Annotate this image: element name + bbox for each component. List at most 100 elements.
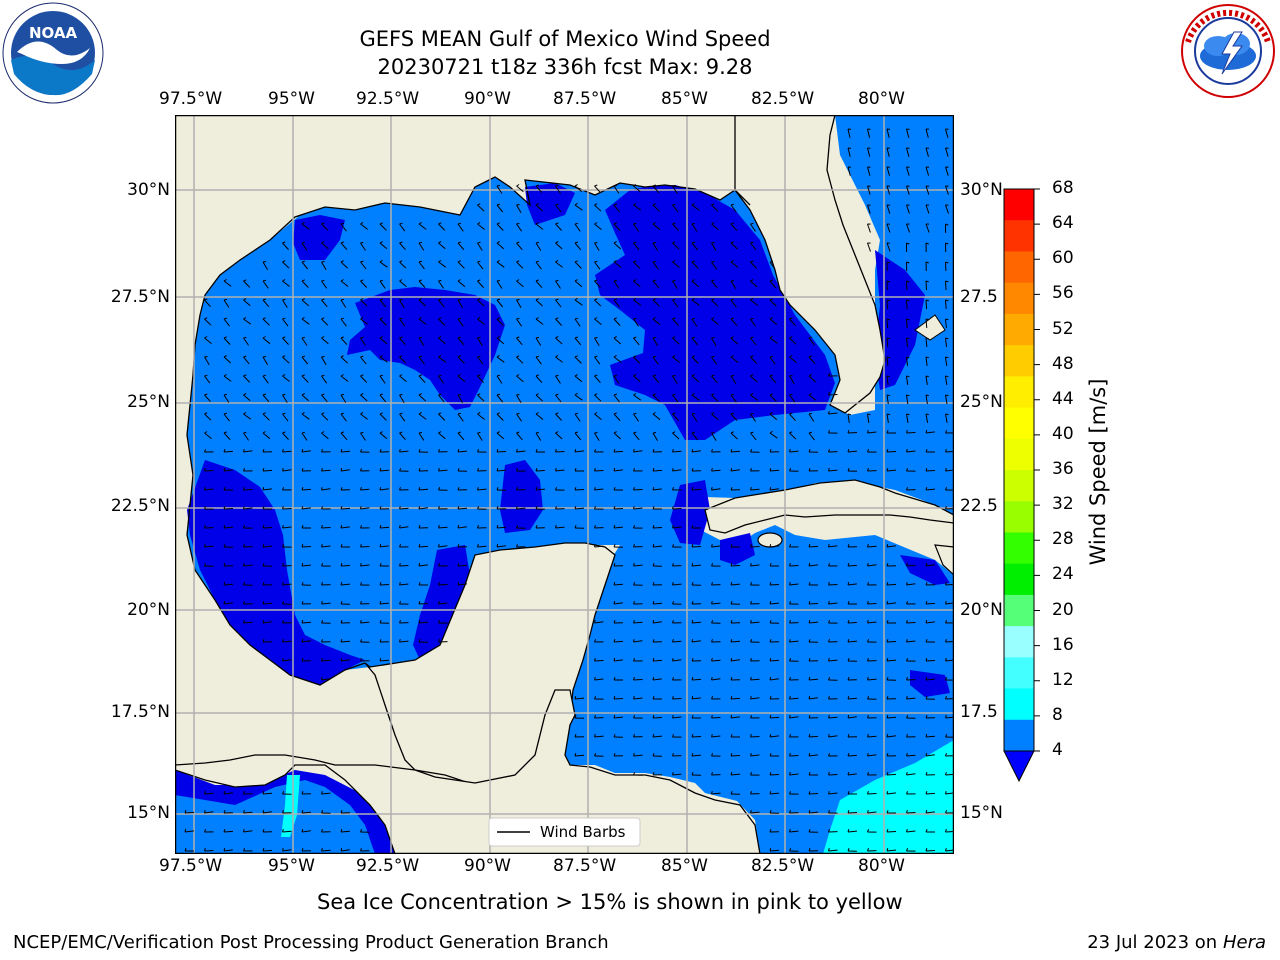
wind-barb [555,394,562,403]
wind-barb-flag [808,791,811,795]
wind-barb [516,507,526,510]
wind-barb [867,223,871,233]
wind-barb [223,450,234,453]
wind-barb-flag [906,828,908,833]
wind-barb [360,488,370,491]
wind-barb-flag [457,355,461,358]
wind-barb-flag [769,543,772,548]
wind-barb [399,394,405,403]
wind-barb-flag [769,317,773,320]
wind-barb [379,602,390,605]
wind-barb [711,261,718,270]
wind-barb [360,546,370,548]
wind-barb [321,469,331,472]
wind-barb [867,754,877,757]
wind-barb-flag [438,374,442,377]
wind-barb [321,280,328,289]
wind-barb-flag [886,696,889,700]
wind-barb-flag [847,448,850,453]
wind-barb [379,299,387,308]
wind-barb [769,659,780,662]
wind-barb-flag [808,336,813,339]
wind-barb [672,261,680,268]
wind-barb-flag [925,582,928,586]
wind-barb [769,602,780,605]
wind-barb [418,432,425,441]
wind-barb-flag [340,393,345,396]
wind-barb [847,432,858,434]
wind-barb [340,659,350,662]
wind-barb-flag [652,715,655,719]
wind-barb-flag [243,374,247,377]
wind-barb-flag [282,563,284,567]
wind-barb-flag [321,620,324,624]
wind-barb-flag [730,601,733,605]
wind-barb-flag [379,486,382,491]
legend-label: Wind Barbs [540,823,626,841]
wind-barb [652,337,659,346]
wind-barb [204,375,211,384]
wind-barb [633,450,643,453]
wind-barb-flag [769,355,774,358]
wind-barb [321,413,329,421]
wind-barb-flag [418,355,423,358]
lon-label: 97.5°W [159,856,223,876]
wind-barb [672,394,679,403]
wind-barb-flag [457,468,460,472]
wind-barb [223,830,234,833]
wind-barb [574,489,585,491]
wind-barb [808,375,817,383]
wind-barb-flag [925,658,928,662]
wind-barb [399,375,407,382]
wind-barb [925,337,928,348]
wind-barb-flag [399,222,403,225]
wind-barb-flag [886,261,890,264]
wind-barb [886,356,889,367]
wind-barb-flag [496,184,501,187]
wind-barb-flag [945,753,947,757]
wind-barb [301,413,310,420]
wind-barb-flag [847,581,850,586]
wind-barb [418,488,429,491]
wind-barb-flag [438,524,440,529]
wind-barb-flag [867,715,869,719]
wind-barb [321,394,328,403]
wind-barb [223,394,230,403]
wind-barb-flag [243,448,245,453]
wind-barb [321,261,327,271]
wind-barb-flag [457,544,460,548]
wind-barb [594,488,604,491]
wind-barb-flag [282,847,284,852]
wind-barb-flag [574,279,578,282]
wind-barb-flag [477,468,479,472]
wind-barb-flag [691,468,694,472]
wind-barb-flag [379,431,383,434]
wind-barb-flag [789,771,791,776]
wind-barb-flag [652,696,655,700]
wind-barb [496,261,505,268]
wind-barb-flag [789,828,791,833]
wind-barb-flag [379,317,383,320]
wind-barb [750,318,756,327]
wind-barb [613,716,624,719]
wind-barb-flag [516,299,520,301]
wind-barb [204,356,210,365]
wind-barb-flag [711,733,713,738]
wind-barb [282,583,292,586]
wind-barb [633,754,643,757]
wind-barb [769,792,780,795]
wind-barb [886,469,897,472]
wind-barb-flag [496,412,500,415]
wind-barb [262,811,272,814]
wind-barb-flag [906,375,910,378]
wind-barb-flag [555,298,559,301]
wind-barb [711,280,718,289]
wind-barb-flag [282,657,284,662]
wind-barb-flag [808,809,811,814]
wind-barb-flag [906,601,909,605]
wind-barb [340,526,350,529]
lon-label: 85°W [661,856,708,876]
wind-barb [828,849,838,852]
wind-barb-flag [613,696,616,700]
wind-barb-flag [925,772,928,776]
